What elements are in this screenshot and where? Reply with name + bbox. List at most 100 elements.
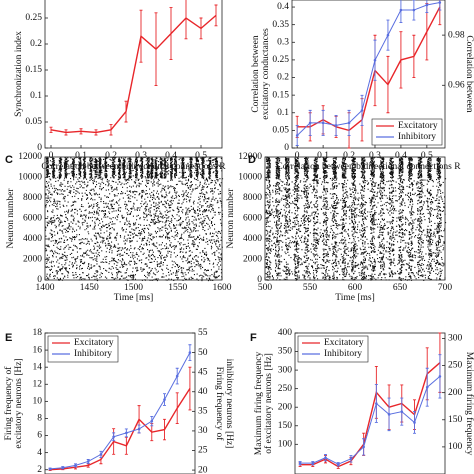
spike-raster bbox=[45, 157, 224, 282]
x-tick-label: 600 bbox=[348, 283, 363, 293]
y-tick-label: 10000 bbox=[238, 173, 262, 183]
y-tick-label: 0.25 bbox=[272, 55, 289, 65]
y-axis-label: excitatory conductances bbox=[261, 28, 271, 120]
marker bbox=[347, 121, 351, 125]
marker bbox=[324, 456, 327, 460]
marker bbox=[175, 374, 179, 378]
x-tick-label: 550 bbox=[303, 283, 318, 293]
x-tick-label: 0.5 bbox=[195, 151, 207, 161]
marker bbox=[311, 461, 315, 465]
y-tick-label: 16 bbox=[33, 345, 43, 355]
marker bbox=[308, 121, 312, 125]
marker bbox=[360, 109, 364, 112]
y-tick-label: 0.2 bbox=[277, 73, 289, 83]
axes-frame bbox=[44, 332, 196, 474]
y-axis-label: of excitatory neurons [Hz] bbox=[263, 353, 274, 454]
x-axis-label: Correlation between bidirectional connec… bbox=[41, 162, 226, 172]
y-tick-label: 6000 bbox=[243, 214, 262, 224]
y2-axis-label: Correlation between bbox=[464, 35, 474, 113]
series-line bbox=[300, 362, 441, 468]
x-tick-label: 650 bbox=[393, 283, 408, 293]
y-tick-label: 4000 bbox=[23, 234, 42, 244]
y-tick-label: 350 bbox=[278, 347, 293, 357]
y-tick-label: 150 bbox=[278, 421, 293, 431]
x-tick-label: 1450 bbox=[80, 283, 99, 293]
y-tick-label: 12000 bbox=[238, 152, 262, 162]
axes-frame bbox=[291, 0, 446, 149]
y-tick-label: 100 bbox=[278, 440, 293, 450]
y-tick-label: 0.05 bbox=[25, 117, 42, 127]
marker bbox=[387, 413, 391, 416]
marker bbox=[400, 410, 404, 413]
marker bbox=[438, 1, 442, 4]
y-axis-label: Neuron number bbox=[6, 188, 16, 249]
x-tick-label: 0.2 bbox=[343, 151, 355, 161]
marker bbox=[321, 121, 325, 125]
y-tick-label: 0.4 bbox=[277, 2, 289, 12]
panel-label: F bbox=[250, 332, 257, 344]
marker bbox=[336, 462, 340, 466]
x-tick-label: 0.3 bbox=[369, 151, 381, 161]
y2-tick-label: 0.96 bbox=[448, 80, 465, 90]
y-tick-label: 10 bbox=[33, 397, 43, 407]
y-tick-label: 0.3 bbox=[277, 37, 289, 47]
y-tick-label: 0 bbox=[37, 143, 42, 153]
marker bbox=[425, 3, 429, 7]
x-tick-label: 0.3 bbox=[135, 151, 147, 161]
y-axis-label: excitatory neurons [Hz] bbox=[14, 358, 24, 448]
y-tick-label: 12 bbox=[33, 379, 43, 389]
y2-tick-label: 55 bbox=[198, 328, 208, 338]
x-axis-label: Time [ms] bbox=[114, 293, 154, 303]
y-tick-label: 0.1 bbox=[277, 108, 289, 118]
y2-tick-label: 40 bbox=[198, 387, 208, 397]
y-tick-label: 0 bbox=[37, 275, 42, 285]
y-tick-label: 18 bbox=[33, 328, 43, 338]
y-tick-label: 0 bbox=[284, 143, 289, 153]
x-tick-label: 0 bbox=[295, 151, 300, 161]
panel-label: E bbox=[5, 332, 12, 344]
y-tick-label: 4 bbox=[37, 448, 42, 458]
x-tick-label: 0.4 bbox=[395, 151, 407, 161]
y2-tick-label: 200 bbox=[448, 388, 463, 398]
series-line bbox=[50, 388, 191, 471]
y-tick-label: 0 bbox=[257, 275, 262, 285]
marker bbox=[412, 8, 416, 12]
x-tick-label: 0.2 bbox=[105, 151, 117, 161]
series-line bbox=[297, 6, 441, 132]
y-tick-label: 300 bbox=[278, 365, 293, 375]
x-tick-label: 1500 bbox=[124, 283, 143, 293]
legend-label: Excitatory bbox=[74, 338, 114, 348]
legend-label: Inhibitory bbox=[398, 132, 436, 142]
marker bbox=[125, 431, 128, 435]
series-line bbox=[50, 14, 217, 134]
x-tick-label: 1400 bbox=[36, 283, 55, 293]
x-tick-label: 1600 bbox=[213, 283, 232, 293]
x-tick-label: 0.1 bbox=[75, 151, 87, 161]
marker bbox=[137, 427, 141, 431]
y2-tick-label: 250 bbox=[448, 361, 463, 371]
marker bbox=[425, 385, 429, 389]
marker bbox=[74, 464, 77, 467]
y2-tick-label: 35 bbox=[198, 407, 208, 417]
axes-frame bbox=[294, 332, 446, 474]
marker bbox=[438, 375, 442, 378]
y-tick-label: 2000 bbox=[243, 255, 262, 265]
y-tick-label: 200 bbox=[278, 402, 293, 412]
marker bbox=[99, 453, 103, 456]
legend-box bbox=[371, 118, 443, 146]
marker bbox=[295, 134, 299, 137]
y-tick-label: 8000 bbox=[23, 193, 42, 203]
x-tick-label: 0.5 bbox=[421, 151, 433, 161]
y-tick-label: 0.15 bbox=[272, 90, 289, 100]
y2-tick-label: 100 bbox=[448, 442, 463, 452]
marker bbox=[373, 58, 377, 62]
legend-label: Inhibitory bbox=[74, 349, 112, 359]
y-axis-label: Synchronization index bbox=[14, 31, 24, 117]
marker bbox=[349, 457, 353, 461]
y2-tick-label: 45 bbox=[198, 367, 208, 377]
legend-label: Excitatory bbox=[398, 121, 438, 131]
x-tick-label: 0.1 bbox=[317, 151, 329, 161]
x-tick-label: 500 bbox=[258, 283, 273, 293]
y-tick-label: 0.2 bbox=[30, 39, 42, 49]
